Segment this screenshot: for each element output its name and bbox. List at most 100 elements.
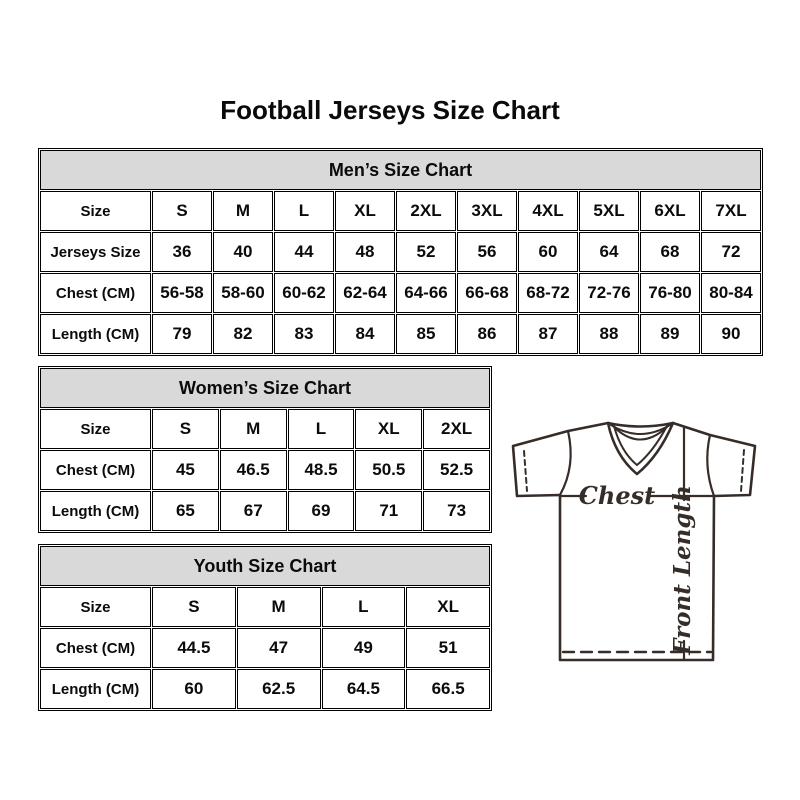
page-title: Football Jerseys Size Chart	[220, 95, 560, 125]
table-row: Youth Size Chart	[40, 546, 490, 586]
womens-length-cell: 73	[423, 491, 490, 531]
mens-length-cell: 87	[518, 314, 578, 354]
mens-chest-cell: 58-60	[213, 273, 273, 313]
womens-table-header: Women’s Size Chart	[40, 368, 490, 408]
table-row: Size S M L XL	[40, 587, 490, 627]
womens-length-cell: 71	[355, 491, 423, 531]
mens-chest-cell: 62-64	[335, 273, 395, 313]
youth-size-cell: L	[321, 587, 406, 627]
mens-length-cell: 83	[274, 314, 334, 354]
mens-jerseys-cell: 36	[152, 232, 212, 272]
collar-back-arc2-icon	[613, 426, 668, 441]
mens-chest-cell: 64-66	[396, 273, 456, 313]
mens-size-cell: 6XL	[640, 191, 700, 231]
table-row: Size S M L XL 2XL	[40, 409, 490, 449]
mens-length-cell: 82	[213, 314, 273, 354]
table-row: Length (CM) 79 82 83 84 85 86 87 88 89 9…	[40, 314, 761, 354]
table-row: Men’s Size Chart	[40, 150, 761, 190]
mens-chest-cell: 80-84	[701, 273, 761, 313]
mens-chest-cell: 56-58	[152, 273, 212, 313]
jersey-measurement-diagram: Chest Front Length	[503, 408, 775, 670]
mens-length-row-label: Length (CM)	[40, 314, 151, 354]
mens-jerseys-cell: 64	[579, 232, 639, 272]
youth-size-cell: XL	[406, 587, 490, 627]
mens-length-cell: 84	[335, 314, 395, 354]
mens-jerseys-cell: 48	[335, 232, 395, 272]
mens-size-cell: M	[213, 191, 273, 231]
womens-chest-row-label: Chest (CM)	[40, 450, 151, 490]
table-row: Size S M L XL 2XL 3XL 4XL 5XL 6XL 7XL	[40, 191, 761, 231]
mens-jerseys-cell: 72	[701, 232, 761, 272]
womens-size-cell: M	[219, 409, 287, 449]
womens-length-row-label: Length (CM)	[40, 491, 151, 531]
mens-length-cell: 88	[579, 314, 639, 354]
left-cuff-dashed-icon	[523, 450, 528, 492]
youth-length-cell: 60	[152, 669, 236, 709]
womens-length-cell: 69	[287, 491, 355, 531]
mens-jerseys-cell: 60	[518, 232, 578, 272]
chest-measure-label: Chest	[579, 481, 655, 510]
womens-chest-cell: 48.5	[287, 450, 355, 490]
mens-chest-cell: 72-76	[579, 273, 639, 313]
youth-chest-row-label: Chest (CM)	[40, 628, 151, 668]
womens-size-cell: XL	[355, 409, 423, 449]
womens-length-cell: 67	[219, 491, 287, 531]
table-row: Chest (CM) 44.5 47 49 51	[40, 628, 490, 668]
collar-outer-v-icon	[606, 421, 675, 476]
youth-size-table: Youth Size Chart Size S M L XL Chest (CM…	[38, 544, 492, 711]
mens-size-cell: S	[152, 191, 212, 231]
youth-chest-cell: 49	[321, 628, 406, 668]
mens-chest-cell: 76-80	[640, 273, 700, 313]
youth-length-cell: 66.5	[406, 669, 490, 709]
womens-size-row-label: Size	[40, 409, 151, 449]
mens-length-cell: 85	[396, 314, 456, 354]
youth-size-row-label: Size	[40, 587, 151, 627]
youth-size-cell: M	[236, 587, 321, 627]
mens-table-header: Men’s Size Chart	[40, 150, 761, 190]
mens-length-cell: 79	[152, 314, 212, 354]
youth-chest-cell: 51	[406, 628, 490, 668]
youth-length-cell: 62.5	[236, 669, 321, 709]
jersey-diagram-icon: Chest Front Length	[511, 421, 757, 662]
table-row: Women’s Size Chart	[40, 368, 490, 408]
youth-length-row-label: Length (CM)	[40, 669, 151, 709]
mens-size-row-label: Size	[40, 191, 151, 231]
right-armhole-seam-icon	[706, 433, 716, 498]
womens-size-table: Women’s Size Chart Size S M L XL 2XL Che…	[38, 366, 492, 533]
mens-size-cell: 7XL	[701, 191, 761, 231]
youth-chest-cell: 44.5	[152, 628, 236, 668]
mens-jerseys-cell: 56	[457, 232, 517, 272]
table-row: Chest (CM) 45 46.5 48.5 50.5 52.5	[40, 450, 490, 490]
mens-length-cell: 90	[701, 314, 761, 354]
womens-chest-cell: 45	[152, 450, 219, 490]
mens-size-cell: 2XL	[396, 191, 456, 231]
mens-size-table: Men’s Size Chart Size S M L XL 2XL 3XL 4…	[38, 148, 763, 356]
womens-size-cell: L	[287, 409, 355, 449]
collar-inner-v-icon	[613, 425, 668, 466]
mens-size-cell: 3XL	[457, 191, 517, 231]
womens-size-cell: 2XL	[423, 409, 490, 449]
mens-jerseys-row-label: Jerseys Size	[40, 232, 151, 272]
jersey-outline-icon	[511, 421, 757, 662]
youth-table-header: Youth Size Chart	[40, 546, 490, 586]
table-row: Chest (CM) 56-58 58-60 60-62 62-64 64-66…	[40, 273, 761, 313]
mens-chest-cell: 68-72	[518, 273, 578, 313]
mens-jerseys-cell: 40	[213, 232, 273, 272]
table-row: Jerseys Size 36 40 44 48 52 56 60 64 68 …	[40, 232, 761, 272]
mens-jerseys-cell: 68	[640, 232, 700, 272]
womens-chest-cell: 50.5	[355, 450, 423, 490]
mens-size-cell: 4XL	[518, 191, 578, 231]
womens-length-cell: 65	[152, 491, 219, 531]
mens-size-cell: XL	[335, 191, 395, 231]
womens-chest-cell: 52.5	[423, 450, 490, 490]
left-armhole-seam-icon	[558, 429, 572, 497]
youth-chest-cell: 47	[236, 628, 321, 668]
right-cuff-dashed-icon	[740, 449, 745, 492]
mens-jerseys-cell: 52	[396, 232, 456, 272]
mens-chest-cell: 60-62	[274, 273, 334, 313]
mens-length-cell: 86	[457, 314, 517, 354]
youth-size-cell: S	[152, 587, 236, 627]
mens-chest-cell: 66-68	[457, 273, 517, 313]
mens-size-cell: L	[274, 191, 334, 231]
